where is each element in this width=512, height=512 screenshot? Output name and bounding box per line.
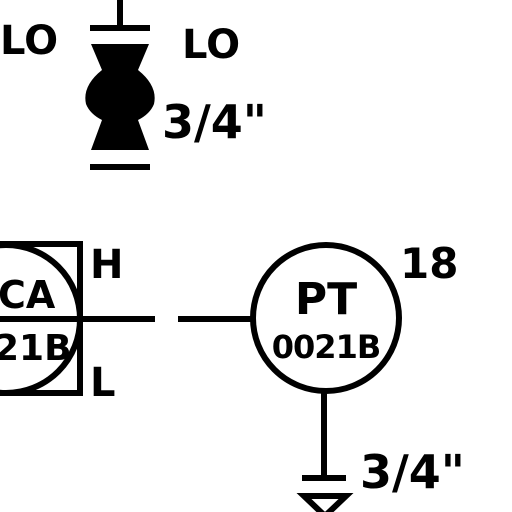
valve-right-label: LO <box>182 22 240 68</box>
controller-low-label: L <box>90 360 116 406</box>
transmitter-circle <box>250 242 402 394</box>
valve-assembly: LO LO 3/4" <box>0 0 267 170</box>
transmitter-tag-bottom: 0021B <box>272 328 380 366</box>
controller-high-label: H <box>90 242 123 288</box>
valve-body-icon <box>85 44 155 150</box>
transmitter-valve-icon <box>296 493 354 512</box>
controller-symbol: CA 21B H L <box>0 241 155 406</box>
transmitter-tag-top: PT <box>295 274 357 325</box>
transmitter-symbol: PT 0021B 18 3/4" <box>250 239 465 512</box>
controller-tag-bottom: 21B <box>0 328 72 369</box>
valve-size-label: 3/4" <box>162 95 267 149</box>
controller-tag-top: CA <box>0 273 56 317</box>
transmitter-size-label: 3/4" <box>360 445 465 499</box>
transmitter-number-label: 18 <box>400 239 458 288</box>
valve-left-label: LO <box>0 18 58 64</box>
